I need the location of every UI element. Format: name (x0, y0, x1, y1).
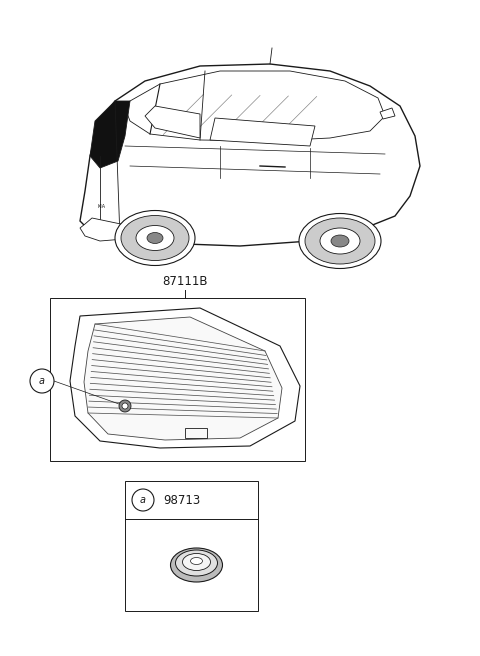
Bar (125, 481, 258, 611)
Polygon shape (90, 101, 130, 168)
Ellipse shape (136, 226, 174, 251)
Ellipse shape (147, 232, 163, 243)
Circle shape (30, 369, 54, 393)
Text: KIA: KIA (98, 203, 106, 209)
Polygon shape (380, 108, 395, 119)
Text: 87111B: 87111B (162, 275, 208, 288)
Polygon shape (80, 64, 420, 246)
Ellipse shape (176, 550, 217, 576)
Polygon shape (145, 106, 200, 138)
Circle shape (132, 489, 154, 511)
Ellipse shape (299, 213, 381, 268)
Polygon shape (125, 71, 385, 141)
Ellipse shape (182, 554, 211, 571)
Circle shape (119, 400, 131, 412)
Polygon shape (210, 118, 315, 146)
Ellipse shape (191, 558, 203, 565)
Ellipse shape (121, 216, 189, 260)
Ellipse shape (305, 218, 375, 264)
Ellipse shape (115, 211, 195, 266)
Ellipse shape (170, 548, 223, 582)
Circle shape (122, 403, 128, 409)
Text: a: a (140, 495, 146, 505)
Polygon shape (70, 308, 300, 448)
Text: a: a (39, 376, 45, 386)
Polygon shape (80, 218, 185, 241)
Text: 98713: 98713 (163, 493, 200, 506)
Bar (185, 428, 207, 438)
Bar (50, 298, 305, 461)
Ellipse shape (331, 235, 349, 247)
Polygon shape (84, 317, 282, 440)
Ellipse shape (320, 228, 360, 254)
